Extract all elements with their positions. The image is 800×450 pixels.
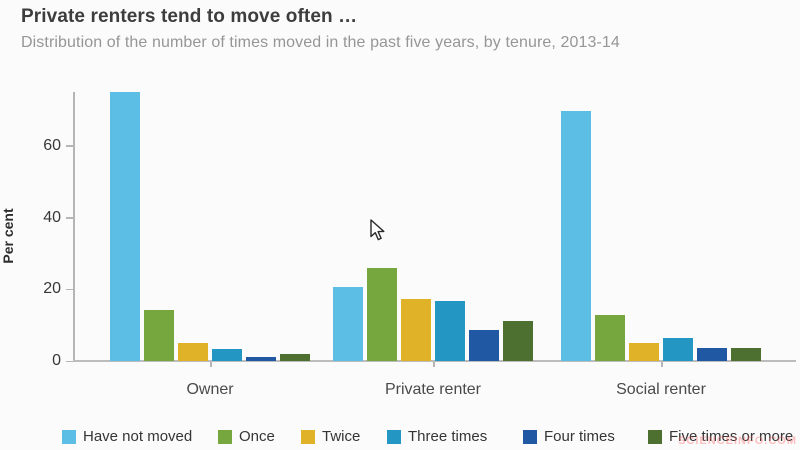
legend-item-four-times: Four times <box>523 428 615 445</box>
x-tick-private-renter <box>433 362 435 367</box>
x-axis-line <box>73 360 796 362</box>
bar-owner-twice <box>178 343 208 361</box>
bar-private-renter-twice <box>401 298 431 361</box>
legend-label-three-times: Three times <box>408 428 488 445</box>
y-tick-0 <box>66 360 73 362</box>
page-subtitle: Distribution of the number of times move… <box>21 34 620 51</box>
y-tick-label-40: 40 <box>43 208 61 226</box>
y-axis-line <box>73 92 75 361</box>
bar-owner-five-times-or-more <box>280 354 310 361</box>
legend-item-have-not-moved: Have not moved <box>62 428 192 445</box>
bar-social-renter-have-not-moved <box>561 111 591 361</box>
y-tick-label-0: 0 <box>52 352 61 369</box>
legend-swatch-three-times <box>387 429 401 444</box>
legend-item-twice: Twice <box>301 428 360 445</box>
y-axis-title: Per cent <box>0 208 16 264</box>
legend-label-have-not-moved: Have not moved <box>83 428 193 445</box>
bar-owner-have-not-moved <box>110 92 140 361</box>
x-tick-owner <box>210 362 212 367</box>
bar-private-renter-three-times <box>435 301 465 361</box>
x-category-label-private-renter: Private renter <box>384 381 482 398</box>
bar-private-renter-once <box>367 268 397 361</box>
legend-swatch-five-times-or-more <box>648 429 662 444</box>
bar-owner-three-times <box>212 348 242 361</box>
mouse-cursor <box>370 219 385 241</box>
x-tick-social-renter <box>661 362 663 367</box>
bar-social-renter-five-times-or-more <box>731 348 761 361</box>
y-tick-label-20: 20 <box>43 280 61 298</box>
y-tick-label-60: 60 <box>43 136 61 154</box>
bar-social-renter-once <box>595 315 625 361</box>
legend-label-once: Once <box>239 428 275 445</box>
bar-owner-once <box>144 309 174 361</box>
x-category-label-social-renter: Social renter <box>616 381 706 398</box>
legend-swatch-twice <box>301 429 315 444</box>
watermark: SCIENCEINFO.COM <box>678 435 797 447</box>
legend-swatch-four-times <box>523 429 537 444</box>
bar-private-renter-have-not-moved <box>333 287 363 361</box>
page-title: Private renters tend to move often … <box>21 6 358 27</box>
legend-item-once: Once <box>218 428 275 445</box>
bar-private-renter-five-times-or-more <box>503 320 533 361</box>
x-category-label-owner: Owner <box>186 381 234 398</box>
legend-item-three-times: Three times <box>387 428 487 445</box>
legend-swatch-have-not-moved <box>62 429 76 444</box>
y-tick-60 <box>66 145 73 147</box>
y-tick-20 <box>66 288 73 291</box>
bar-private-renter-four-times <box>469 330 499 361</box>
legend-swatch-once <box>218 429 232 444</box>
bar-owner-four-times <box>246 356 276 361</box>
legend-label-four-times: Four times <box>544 428 615 445</box>
legend-label-twice: Twice <box>322 428 361 445</box>
y-tick-40 <box>66 217 73 219</box>
bar-social-renter-three-times <box>663 338 693 361</box>
bar-social-renter-twice <box>629 343 659 361</box>
bar-social-renter-four-times <box>697 347 727 361</box>
